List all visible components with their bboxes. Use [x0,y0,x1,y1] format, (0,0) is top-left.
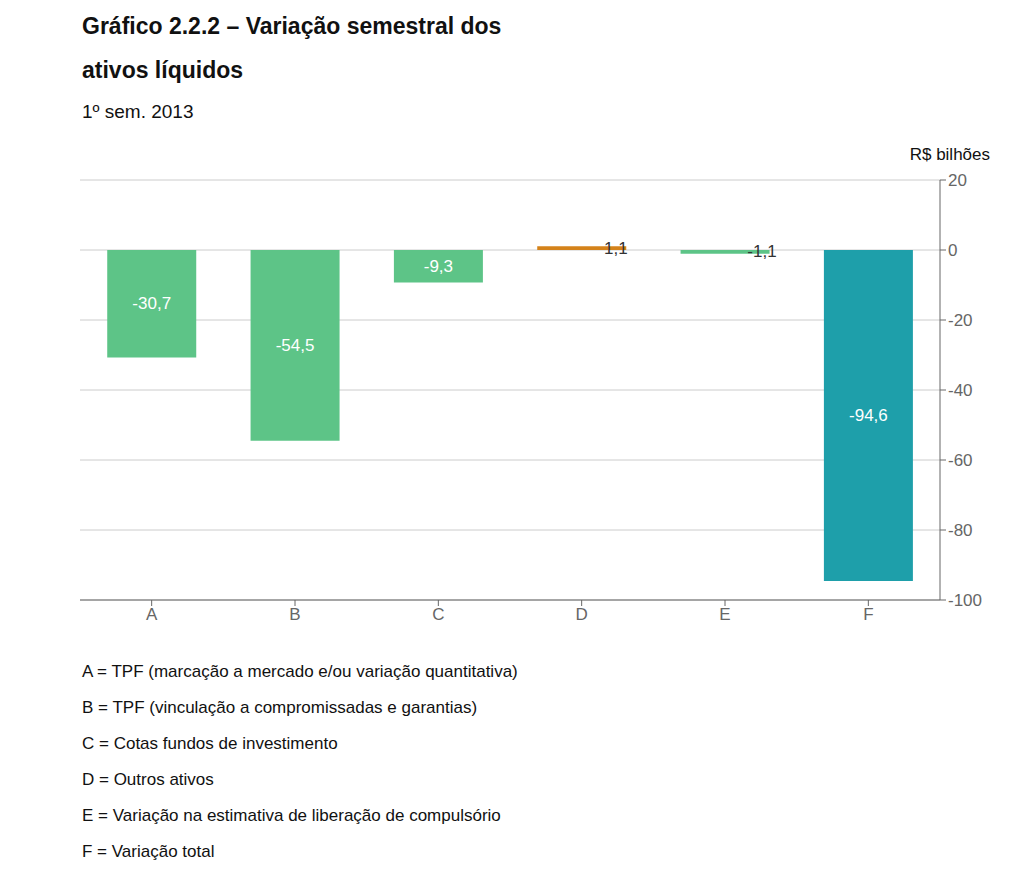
svg-text:B: B [289,605,300,624]
html-text:C = Cotas fundos de investimen: C = Cotas fundos de investimento [82,734,338,753]
html-text:B = TPF (vinculação a compromi: B = TPF (vinculação a compromissadas e g… [82,698,478,717]
svg-text:-9,3: -9,3 [424,257,453,276]
html-text:D = Outros ativos: D = Outros ativos [82,770,214,789]
svg-text:-60: -60 [948,451,973,470]
svg-text:20: 20 [948,171,967,190]
svg-text:-1,1: -1,1 [747,242,776,261]
svg-text:F: F [863,605,873,624]
html-text:A = TPF (marcação a mercado e/: A = TPF (marcação a mercado e/ou variaçã… [82,662,518,681]
html-text:1º sem. 2013: 1º sem. 2013 [82,101,194,122]
svg-text:-20: -20 [948,311,973,330]
svg-text:E: E [719,605,730,624]
svg-text:1,1: 1,1 [604,239,628,258]
html-text:Gráfico 2.2.2 – Variação semes: Gráfico 2.2.2 – Variação semestral dos [82,13,502,39]
svg-text:D: D [576,605,588,624]
html-text:E = Variação na estimativa de: E = Variação na estimativa de liberação … [82,806,501,825]
svg-text:-30,7: -30,7 [132,294,171,313]
svg-text:-80: -80 [948,521,973,540]
html-text:R$ bilhões: R$ bilhões [909,145,990,164]
svg-text:-94,6: -94,6 [849,406,888,425]
svg-text:-54,5: -54,5 [276,336,315,355]
svg-text:-40: -40 [948,381,973,400]
html-text:F = Variação total: F = Variação total [82,842,215,861]
svg-text:A: A [146,605,158,624]
svg-text:-100: -100 [948,591,982,610]
svg-text:0: 0 [948,241,957,260]
html-text:ativos líquidos: ativos líquidos [82,57,243,83]
svg-text:C: C [432,605,444,624]
